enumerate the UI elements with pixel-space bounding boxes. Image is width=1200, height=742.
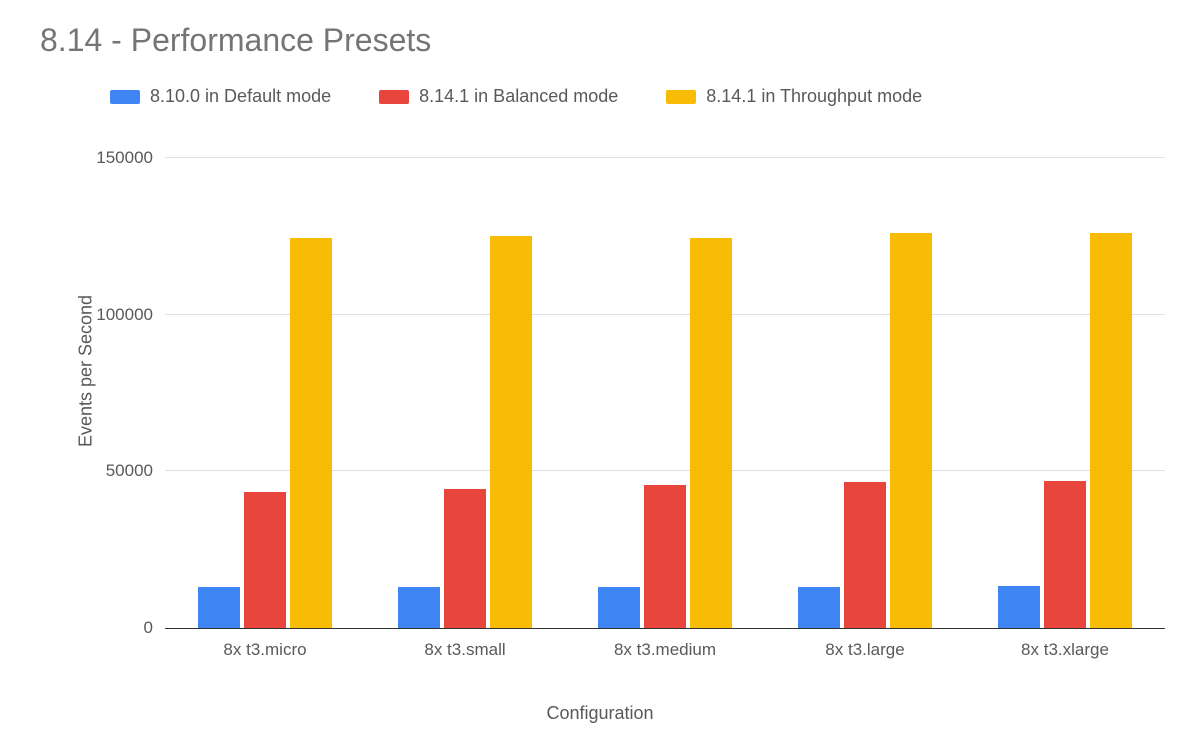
legend-swatch: [110, 90, 140, 104]
legend-label: 8.14.1 in Balanced mode: [419, 86, 618, 107]
x-axis-baseline: [165, 628, 1165, 629]
x-tick-label: 8x t3.small: [424, 640, 505, 660]
chart-title: 8.14 - Performance Presets: [40, 22, 431, 59]
bar: [198, 587, 240, 628]
y-tick-label: 50000: [106, 461, 153, 481]
bar: [998, 586, 1040, 628]
x-tick-label: 8x t3.xlarge: [1021, 640, 1109, 660]
plot-area: 8x t3.micro8x t3.small8x t3.medium8x t3.…: [165, 158, 1165, 628]
legend-item-throughput: 8.14.1 in Throughput mode: [666, 86, 922, 107]
bar: [798, 587, 840, 628]
x-axis-label: Configuration: [546, 703, 653, 724]
legend-item-default: 8.10.0 in Default mode: [110, 86, 331, 107]
bar-group: 8x t3.large: [765, 158, 965, 628]
bar: [444, 489, 486, 628]
legend-label: 8.14.1 in Throughput mode: [706, 86, 922, 107]
bar-groups: 8x t3.micro8x t3.small8x t3.medium8x t3.…: [165, 158, 1165, 628]
bar: [244, 492, 286, 628]
bar: [844, 482, 886, 628]
bar-group: 8x t3.small: [365, 158, 565, 628]
bar: [690, 238, 732, 628]
bar: [644, 485, 686, 628]
bar-group: 8x t3.xlarge: [965, 158, 1165, 628]
legend: 8.10.0 in Default mode 8.14.1 in Balance…: [110, 86, 922, 107]
bar-cluster: [998, 158, 1132, 628]
y-axis-label: Events per Second: [76, 295, 97, 447]
bar-cluster: [398, 158, 532, 628]
y-tick-label: 0: [144, 618, 153, 638]
legend-label: 8.10.0 in Default mode: [150, 86, 331, 107]
bar-cluster: [798, 158, 932, 628]
bar-cluster: [598, 158, 732, 628]
bar: [1090, 233, 1132, 628]
bar: [490, 236, 532, 628]
bar-group: 8x t3.micro: [165, 158, 365, 628]
bar: [890, 233, 932, 628]
y-tick-label: 100000: [96, 305, 153, 325]
y-tick-label: 150000: [96, 148, 153, 168]
bar: [1044, 481, 1086, 628]
x-tick-label: 8x t3.large: [825, 640, 904, 660]
legend-swatch: [666, 90, 696, 104]
bar: [398, 587, 440, 628]
performance-presets-chart: 8.14 - Performance Presets 8.10.0 in Def…: [0, 0, 1200, 742]
legend-swatch: [379, 90, 409, 104]
legend-item-balanced: 8.14.1 in Balanced mode: [379, 86, 618, 107]
bar-group: 8x t3.medium: [565, 158, 765, 628]
x-tick-label: 8x t3.medium: [614, 640, 716, 660]
bar: [290, 238, 332, 628]
bar-cluster: [198, 158, 332, 628]
bar: [598, 587, 640, 628]
x-tick-label: 8x t3.micro: [223, 640, 306, 660]
